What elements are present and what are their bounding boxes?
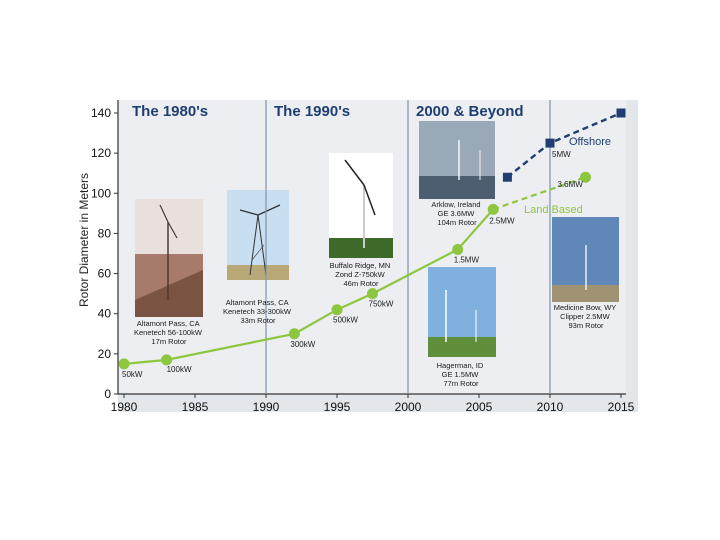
era-label-the-1990-s: The 1990's: [274, 103, 350, 120]
series-line-projected-land-based: [492, 176, 586, 211]
era-label-2000-beyond: 2000 & Beyond: [416, 103, 524, 120]
era-labels: The 1980's The 1990's 2000 & Beyond: [132, 103, 524, 120]
x-tick-label-1980: 1980: [111, 400, 138, 414]
era-label-the-1980-s: The 1980's: [132, 103, 208, 120]
era-dividers: [265, 100, 551, 394]
x-tick-label-2015: 2015: [608, 400, 635, 414]
y-axis-label: Rotor Diameter in Meters: [77, 173, 91, 307]
point-land-based-1: [161, 354, 173, 366]
x-axis-ticks: 1980 1985 1990 1995 2000 2005 2010 2015: [111, 394, 635, 414]
series-label-offshore: Offshore: [569, 136, 611, 148]
point-land-based-2: [288, 328, 300, 340]
point-land-based-4: [367, 288, 378, 300]
x-tick-label-1995: 1995: [324, 400, 351, 414]
point-offshore-0: [502, 172, 512, 182]
photo-medicine-bow: [552, 217, 619, 302]
caption-altamont-1980s: Altamont Pass, CA Kenetech 56-100kW 17m …: [134, 319, 204, 346]
point-offshore-1: [545, 138, 555, 148]
y-tick-label-20: 20: [98, 347, 112, 361]
point-label-5mw: 5MW: [552, 150, 571, 159]
point-label-500kw: 500kW: [333, 316, 358, 325]
caption-arklow: Arklow, Ireland GE 3.6MW 104m Rotor: [431, 200, 482, 227]
caption-altamont-300kw: Altamont Pass, CA Kenetech 33-300kW 33m …: [223, 298, 293, 325]
photo-buffalo-ridge: [329, 153, 393, 258]
x-tick-label-1985: 1985: [182, 400, 209, 414]
caption-medicine-bow: Medicine Bow, WY Clipper 2.5MW 93m Rotor: [554, 303, 618, 330]
point-land-based-5: [452, 243, 464, 255]
y-tick-label-100: 100: [91, 186, 111, 200]
point-land-based-0: [118, 358, 130, 370]
x-tick-label-2010: 2010: [537, 400, 564, 414]
photo-arklow: [419, 121, 495, 199]
y-tick-label-80: 80: [98, 226, 112, 240]
point-offshore-2: [616, 108, 626, 118]
photo-altamont-300kw: [227, 190, 289, 280]
point-label-50kw: 50kW: [122, 370, 143, 379]
turbine-photos: [135, 121, 619, 357]
y-tick-label-60: 60: [98, 267, 112, 281]
point-label-100kw: 100kW: [167, 365, 192, 374]
y-tick-label-120: 120: [91, 146, 111, 160]
y-tick-label-140: 140: [91, 106, 111, 120]
y-tick-label-0: 0: [104, 387, 111, 401]
point-labels: 50kW 100kW 300kW 500kW 750kW 1.5MW 2.5MW 3.6MW 5…: [122, 150, 583, 379]
x-tick-label-1990: 1990: [253, 400, 280, 414]
point-label-2-5mw: 2.5MW: [489, 216, 515, 225]
point-label-300kw: 300kW: [290, 340, 315, 349]
point-land-based-7: [580, 171, 591, 183]
point-label-3-6mw: 3.6MW: [558, 180, 584, 189]
y-axis-ticks: 0 20 40 60 80 100 120 140: [91, 106, 118, 401]
point-label-1-5mw: 1.5MW: [454, 255, 480, 264]
point-land-based-3: [331, 304, 343, 316]
series-label-land-based: Land Based: [524, 204, 583, 216]
photo-hagerman: [428, 267, 496, 357]
y-tick-label-40: 40: [98, 307, 112, 321]
x-tick-label-2000: 2000: [395, 400, 422, 414]
series-layer: [118, 108, 626, 370]
point-label-750kw: 750kW: [369, 300, 394, 309]
point-land-based-6: [487, 203, 499, 215]
caption-buffalo-ridge: Buffalo Ridge, MN Zond Z-750kW 46m Rotor: [330, 261, 393, 288]
x-tick-label-2005: 2005: [466, 400, 493, 414]
photo-altamont-1980s: [135, 199, 203, 317]
caption-hagerman: Hagerman, ID GE 1.5MW 77m Rotor: [437, 361, 486, 388]
photo-captions: Altamont Pass, CA Kenetech 56-100kW 17m …: [134, 200, 618, 388]
